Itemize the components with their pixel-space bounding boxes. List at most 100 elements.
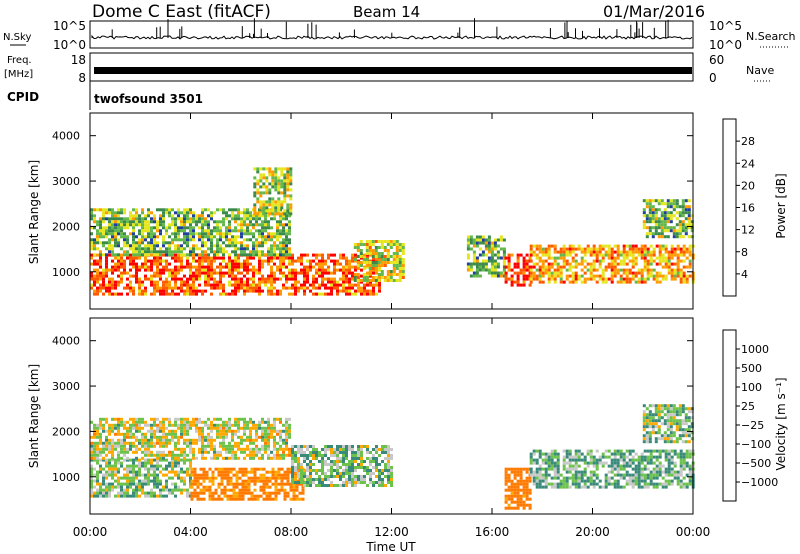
power-cell-r1 — [183, 226, 186, 230]
power-cell-r0 — [291, 274, 294, 278]
power-cell-r0 — [366, 292, 369, 296]
power-cell-r5 — [507, 259, 511, 263]
velocity-cell-r0 — [138, 464, 141, 468]
velocity-cell-r3 — [300, 448, 303, 451]
velocity-cell-r5 — [640, 452, 644, 456]
power-cell-r0 — [255, 289, 258, 293]
power-cell-r7 — [654, 220, 658, 224]
power-cell-r1 — [285, 241, 288, 245]
velocity-cell-r5 — [622, 476, 626, 480]
velocity-cell-r2 — [105, 447, 108, 451]
velocity-cell-r3 — [354, 478, 357, 481]
power-cell-r0 — [312, 259, 315, 263]
power-cell-r6 — [670, 268, 674, 272]
power-cell-r3 — [362, 243, 366, 246]
power-cell-r4 — [493, 262, 497, 266]
power-cell-r7 — [672, 205, 676, 209]
velocity-cell-r2 — [216, 426, 219, 430]
power-cell-r0 — [273, 274, 276, 278]
velocity-cell-r0 — [147, 494, 150, 498]
power-cell-r1 — [138, 238, 141, 242]
power-cell-r3 — [383, 261, 387, 264]
power-cell-r2 — [256, 200, 260, 204]
power-cell-r1 — [168, 214, 171, 218]
power-cell-r1 — [138, 229, 141, 233]
velocity-cell-r0 — [126, 479, 129, 483]
power-cell-r0 — [360, 274, 363, 278]
power-cell-r0 — [177, 286, 180, 290]
velocity-cell-r2 — [126, 435, 129, 439]
power-cell-r1 — [279, 229, 282, 233]
velocity-cell-r2 — [129, 432, 132, 436]
velocity-cell-r5 — [637, 470, 641, 474]
power-cell-r6 — [643, 259, 647, 263]
velocity-cell-r2 — [258, 435, 261, 439]
power-cell-r1 — [222, 235, 225, 239]
velocity-cell-r3 — [351, 472, 354, 475]
power-cell-r6 — [652, 277, 656, 281]
power-cell-r1 — [126, 244, 129, 248]
velocity-cell-r5 — [640, 467, 644, 471]
velocity-cell-r5 — [583, 482, 587, 486]
power-cell-r1 — [261, 241, 264, 245]
velocity-cell-r5 — [538, 452, 542, 456]
power-cell-r6 — [589, 247, 593, 251]
power-cell-r0 — [105, 286, 108, 290]
power-cell-r1 — [210, 229, 213, 233]
power-cell-r0 — [195, 289, 198, 293]
power-cell-r3 — [368, 270, 372, 273]
power-cell-r6 — [568, 244, 572, 248]
power-cell-r1 — [108, 223, 111, 227]
power-cell-r6 — [673, 262, 677, 266]
velocity-cell-r1 — [199, 476, 203, 480]
velocity-cell-r5 — [556, 461, 560, 465]
power-cell-r1 — [147, 241, 150, 245]
velocity-cell-r2 — [258, 456, 261, 460]
power-cell-r1 — [126, 238, 129, 242]
power-cell-r3 — [398, 258, 402, 261]
velocity-cell-r2 — [231, 444, 234, 448]
power-cell-r3 — [380, 240, 384, 243]
power-cell-r1 — [147, 220, 150, 224]
power-cell-r2 — [283, 176, 287, 180]
power-cell-r5 — [525, 265, 529, 269]
velocity-cell-r2 — [111, 447, 114, 451]
power-cell-r5 — [516, 253, 520, 257]
power-cell-r0 — [153, 262, 156, 266]
power-cell-r3 — [395, 258, 399, 261]
power-cell-r4 — [481, 262, 485, 266]
velocity-cell-r1 — [208, 488, 212, 492]
velocity-cell-r2 — [183, 423, 186, 427]
power-cell-r5 — [525, 253, 529, 257]
power-cell-r6 — [652, 259, 656, 263]
power-cell-r1 — [132, 214, 135, 218]
power-cell-r0 — [324, 268, 327, 272]
velocity-cell-r2 — [204, 423, 207, 427]
power-cell-r0 — [369, 283, 372, 287]
power-cell-r7 — [654, 217, 658, 221]
velocity-cell-r2 — [102, 447, 105, 451]
velocity-cell-r2 — [204, 450, 207, 454]
power-cell-r0 — [243, 289, 246, 293]
power-cell-r6 — [583, 253, 587, 257]
velocity-cell-r2 — [183, 432, 186, 436]
velocity-cell-r3 — [384, 448, 387, 451]
velocity-cell-r5 — [532, 473, 536, 477]
velocity-cell-r3 — [381, 481, 384, 484]
velocity-cell-r3 — [303, 472, 306, 475]
velocity-cell-r0 — [189, 476, 192, 480]
power-cell-r0 — [168, 274, 171, 278]
velocity-cell-r2 — [264, 429, 267, 433]
power-cell-r1 — [219, 238, 222, 242]
power-cell-r1 — [267, 220, 270, 224]
velocity-cell-r5 — [529, 455, 533, 459]
velocity-cell-r3 — [378, 463, 381, 466]
velocity-cell-r2 — [213, 444, 216, 448]
power-cell-r6 — [553, 280, 557, 284]
velocity-cell-r5 — [610, 476, 614, 480]
velocity-cell-r5 — [568, 476, 572, 480]
velocity-cell-r2 — [201, 426, 204, 430]
power-cell-r1 — [159, 250, 162, 254]
power-cell-r2 — [286, 182, 290, 186]
power-cell-r1 — [183, 229, 186, 233]
